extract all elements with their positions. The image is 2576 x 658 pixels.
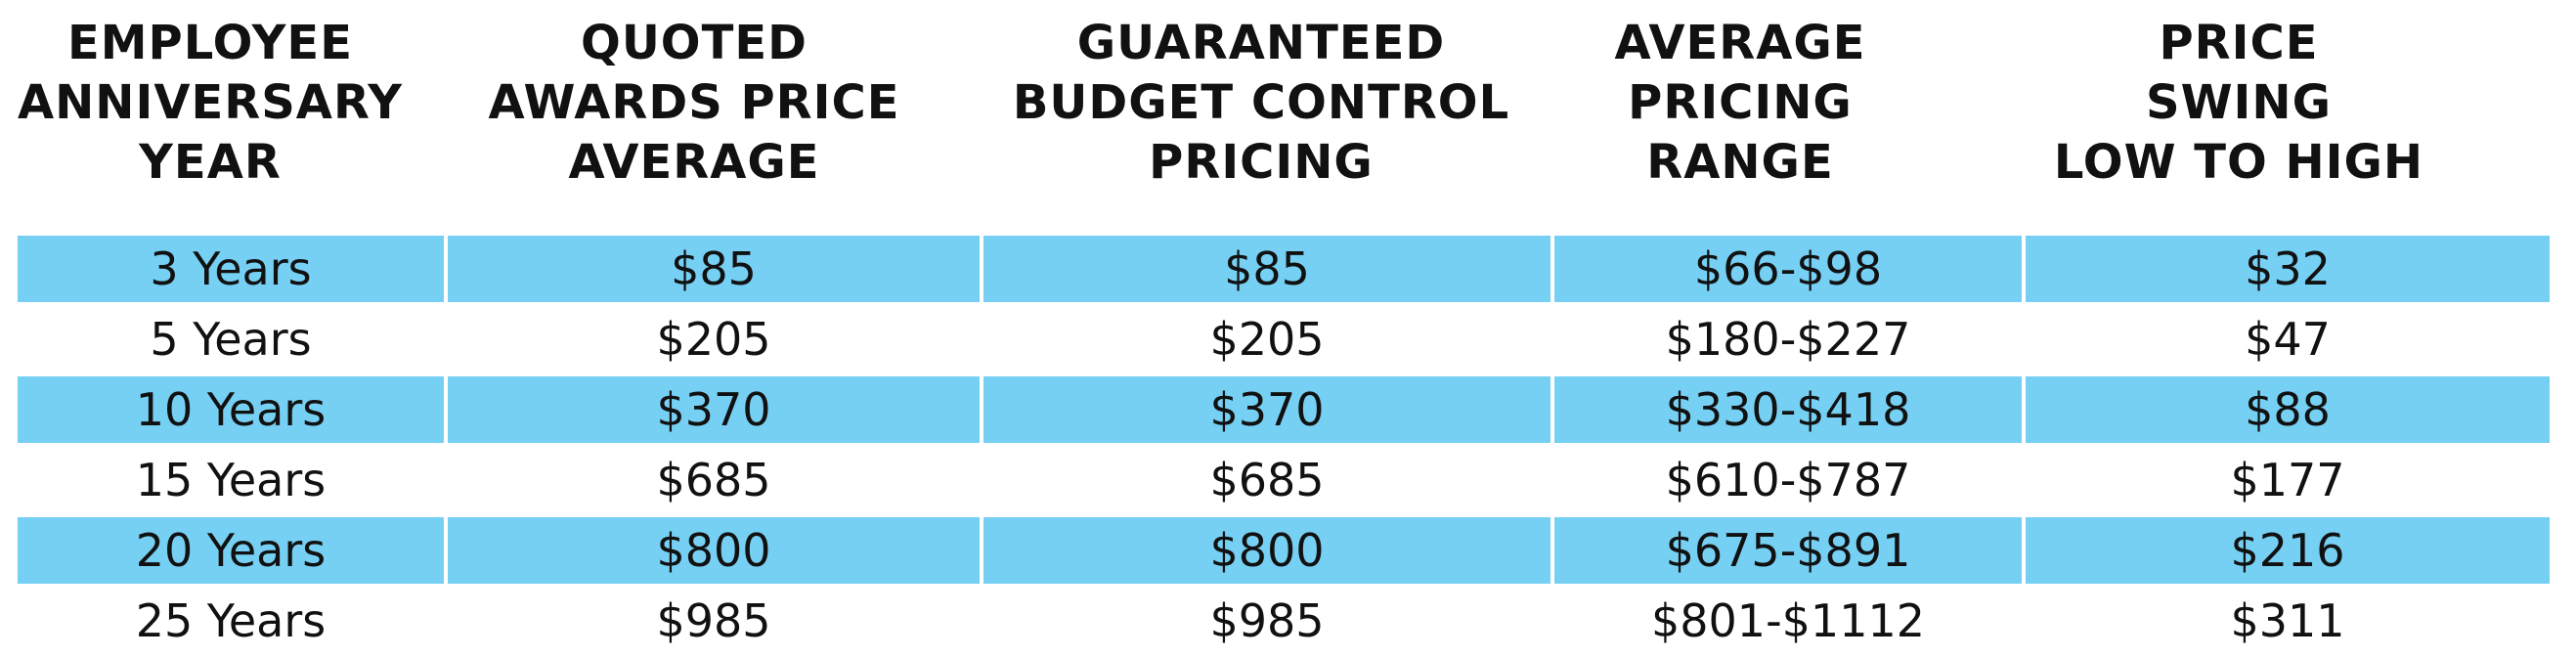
table-row: 5 Years $205 $205 $180-$227 $47 xyxy=(18,306,2550,376)
header-line: GUARANTEED xyxy=(1076,16,1446,70)
cell-anniversary-year: 15 Years xyxy=(135,454,327,506)
header-price-swing: PRICE SWING LOW TO HIGH xyxy=(2004,0,2473,196)
header-line: PRICE xyxy=(2159,16,2319,70)
header-line: PRICING xyxy=(1628,75,1853,130)
cell-guaranteed-pricing: $800 xyxy=(983,517,1550,584)
header-line: QUOTED xyxy=(581,16,808,70)
header-line: LOW TO HIGH xyxy=(2053,135,2424,190)
cell-anniversary-year: 20 Years xyxy=(18,517,444,584)
header-line: AVERAGE xyxy=(568,135,820,190)
header-quoted-average: QUOTED AWARDS PRICE AVERAGE xyxy=(459,0,929,196)
cell-pricing-range: $610-$787 xyxy=(1665,454,1911,506)
cell-anniversary-year: 5 Years xyxy=(150,313,312,366)
cell-pricing-range: $66-$98 xyxy=(1554,236,2022,302)
table-row: 10 Years $370 $370 $330-$418 $88 xyxy=(18,376,2550,447)
cell-anniversary-year: 3 Years xyxy=(18,236,444,302)
cell-anniversary-year: 10 Years xyxy=(18,376,444,443)
header-line: BUDGET CONTROL xyxy=(1012,75,1510,130)
cell-guaranteed-pricing: $685 xyxy=(1209,454,1325,506)
table-row: 3 Years $85 $85 $66-$98 $32 xyxy=(18,236,2550,306)
cell-guaranteed-pricing: $205 xyxy=(1209,313,1325,366)
cell-price-swing: $32 xyxy=(2026,236,2550,302)
header-line: ANNIVERSARY xyxy=(17,75,404,130)
cell-pricing-range: $180-$227 xyxy=(1665,313,1911,366)
cell-quoted-average: $685 xyxy=(656,454,771,506)
cell-price-swing: $177 xyxy=(2230,454,2345,506)
header-line: AWARDS PRICE xyxy=(488,75,900,130)
cell-pricing-range: $801-$1112 xyxy=(1651,594,1925,647)
header-line: SWING xyxy=(2146,75,2332,130)
header-line: YEAR xyxy=(139,135,282,190)
cell-price-swing: $88 xyxy=(2026,376,2550,443)
cell-price-swing: $216 xyxy=(2026,517,2550,584)
cell-pricing-range: $330-$418 xyxy=(1554,376,2022,443)
header-line: RANGE xyxy=(1646,135,1834,190)
cell-quoted-average: $800 xyxy=(448,517,980,584)
table-row: 20 Years $800 $800 $675-$891 $216 xyxy=(18,517,2550,588)
header-line: PRICING xyxy=(1149,135,1374,190)
cell-guaranteed-pricing: $370 xyxy=(983,376,1550,443)
cell-guaranteed-pricing: $85 xyxy=(983,236,1550,302)
cell-quoted-average: $985 xyxy=(656,594,771,647)
table-row: 25 Years $985 $985 $801-$1112 $311 xyxy=(18,588,2550,658)
cell-quoted-average: $370 xyxy=(448,376,980,443)
header-pricing-range: AVERAGE PRICING RANGE xyxy=(1564,0,1916,196)
header-line: EMPLOYEE xyxy=(66,16,354,70)
header-line: AVERAGE xyxy=(1614,16,1866,70)
header-guaranteed-pricing: GUARANTEED BUDGET CONTROL PRICING xyxy=(997,0,1525,196)
cell-quoted-average: $85 xyxy=(448,236,980,302)
table-row: 15 Years $685 $685 $610-$787 $177 xyxy=(18,447,2550,517)
cell-quoted-average: $205 xyxy=(656,313,771,366)
header-anniversary-year: EMPLOYEE ANNIVERSARY YEAR xyxy=(0,0,420,196)
cell-price-swing: $47 xyxy=(2245,313,2331,366)
cell-anniversary-year: 25 Years xyxy=(135,594,327,647)
cell-pricing-range: $675-$891 xyxy=(1554,517,2022,584)
cell-price-swing: $311 xyxy=(2230,594,2345,647)
table-header: EMPLOYEE ANNIVERSARY YEAR QUOTED AWARDS PRIC… xyxy=(0,0,2576,196)
cell-guaranteed-pricing: $985 xyxy=(1209,594,1325,647)
